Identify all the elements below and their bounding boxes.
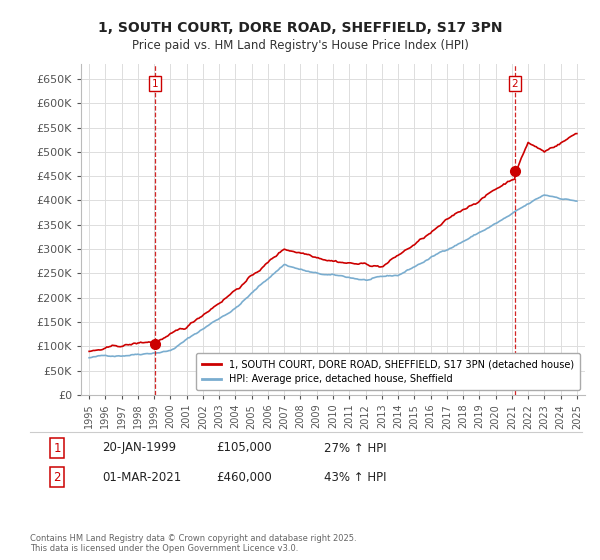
Text: 2: 2 (511, 79, 518, 89)
Text: Price paid vs. HM Land Registry's House Price Index (HPI): Price paid vs. HM Land Registry's House … (131, 39, 469, 52)
Text: 27% ↑ HPI: 27% ↑ HPI (324, 441, 386, 455)
Text: £460,000: £460,000 (216, 470, 272, 484)
Text: 1: 1 (152, 79, 158, 89)
Text: Contains HM Land Registry data © Crown copyright and database right 2025.
This d: Contains HM Land Registry data © Crown c… (30, 534, 356, 553)
Text: 01-MAR-2021: 01-MAR-2021 (102, 470, 181, 484)
Text: 2: 2 (53, 470, 61, 484)
Text: 1, SOUTH COURT, DORE ROAD, SHEFFIELD, S17 3PN: 1, SOUTH COURT, DORE ROAD, SHEFFIELD, S1… (98, 21, 502, 35)
Text: 43% ↑ HPI: 43% ↑ HPI (324, 470, 386, 484)
Text: 1: 1 (53, 441, 61, 455)
Text: 20-JAN-1999: 20-JAN-1999 (102, 441, 176, 455)
Text: £105,000: £105,000 (216, 441, 272, 455)
Legend: 1, SOUTH COURT, DORE ROAD, SHEFFIELD, S17 3PN (detached house), HPI: Average pri: 1, SOUTH COURT, DORE ROAD, SHEFFIELD, S1… (196, 353, 580, 390)
